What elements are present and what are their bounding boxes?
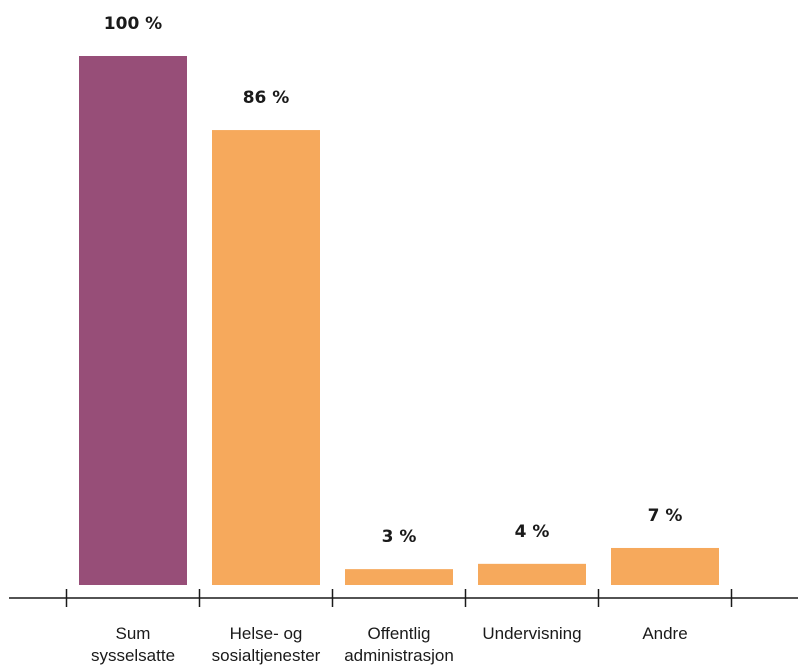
category-label: Undervisning	[482, 624, 581, 643]
bar-value-label: 86 %	[243, 88, 290, 108]
bar	[212, 130, 320, 585]
category-label-line: Helse- og	[230, 624, 303, 643]
category-label: Andre	[642, 624, 687, 643]
bar-value-label: 7 %	[648, 506, 683, 526]
bar-value-label: 4 %	[515, 522, 550, 542]
bar-value-label: 3 %	[382, 527, 417, 547]
category-label-line: sysselsatte	[91, 646, 175, 665]
category-labels-group: Sum sysselsatte Helse- og sosialtjenester Of…	[91, 624, 688, 665]
value-labels-group: 100 % 86 % 3 % 4 % 7 %	[104, 14, 683, 547]
category-label: Sum sysselsatte	[91, 624, 175, 665]
category-label: Offentlig administrasjon	[344, 624, 454, 665]
bar	[79, 56, 187, 585]
category-label-line: Andre	[642, 624, 687, 643]
category-label-line: Sum	[116, 624, 151, 643]
category-label-line: sosialtjenester	[212, 646, 321, 665]
x-axis	[9, 589, 798, 607]
category-label: Helse- og sosialtjenester	[212, 624, 321, 665]
bar	[345, 569, 453, 585]
category-label-line: Undervisning	[482, 624, 581, 643]
bar-value-label: 100 %	[104, 14, 162, 34]
bar	[478, 563, 586, 585]
category-label-line: administrasjon	[344, 646, 454, 665]
bar	[611, 547, 719, 585]
category-label-line: Offentlig	[367, 624, 430, 643]
bars-group	[79, 56, 719, 585]
